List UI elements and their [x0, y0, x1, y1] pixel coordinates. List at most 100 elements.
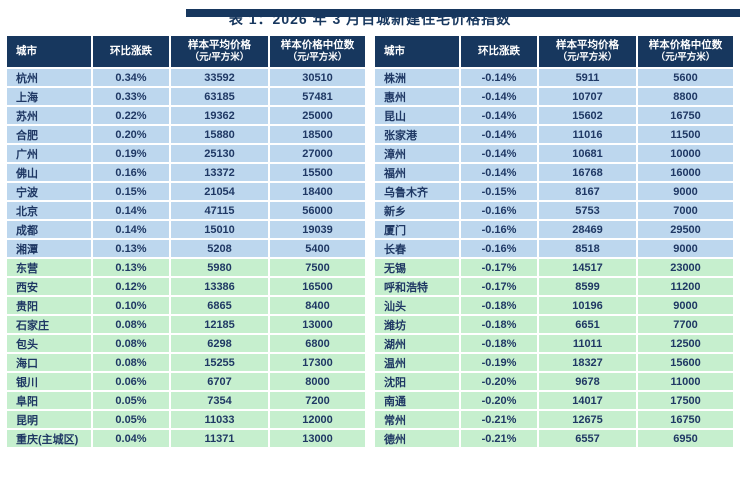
median-cell: 16750 — [636, 105, 735, 126]
avg-cell: 6865 — [169, 295, 270, 316]
change-cell: 0.13% — [91, 238, 171, 259]
median-cell: 10000 — [636, 143, 735, 164]
avg-cell: 7354 — [169, 390, 270, 411]
city-cell: 石家庄 — [5, 314, 93, 335]
change-cell: 0.04% — [91, 428, 171, 449]
avg-cell: 21054 — [169, 181, 270, 202]
column-header-median: 样本价格中位数 （元/平方米） — [268, 34, 367, 69]
median-cell: 9000 — [636, 295, 735, 316]
city-cell: 西安 — [5, 276, 93, 297]
change-cell: -0.20% — [459, 390, 539, 411]
city-cell: 长春 — [373, 238, 461, 259]
city-cell: 贵阳 — [5, 295, 93, 316]
median-cell: 5400 — [268, 238, 367, 259]
table-row: 成都 0.14% 15010 19039 — [5, 219, 367, 240]
change-cell: 0.10% — [91, 295, 171, 316]
city-cell: 德州 — [373, 428, 461, 449]
city-cell: 温州 — [373, 352, 461, 373]
median-cell: 57481 — [268, 86, 367, 107]
table-row: 乌鲁木齐 -0.15% 8167 9000 — [373, 181, 735, 202]
city-cell: 张家港 — [373, 124, 461, 145]
median-cell: 16000 — [636, 162, 735, 183]
table-row: 福州 -0.14% 16768 16000 — [373, 162, 735, 183]
avg-cell: 47115 — [169, 200, 270, 221]
city-cell: 乌鲁木齐 — [373, 181, 461, 202]
avg-cell: 15255 — [169, 352, 270, 373]
city-cell: 银川 — [5, 371, 93, 392]
change-cell: -0.14% — [459, 67, 539, 88]
city-cell: 呼和浩特 — [373, 276, 461, 297]
change-cell: -0.21% — [459, 409, 539, 430]
median-cell: 27000 — [268, 143, 367, 164]
change-cell: 0.12% — [91, 276, 171, 297]
city-cell: 阜阳 — [5, 390, 93, 411]
avg-cell: 12675 — [537, 409, 638, 430]
change-cell: 0.16% — [91, 162, 171, 183]
table-row: 新乡 -0.16% 5753 7000 — [373, 200, 735, 221]
median-cell: 12000 — [268, 409, 367, 430]
median-cell: 17300 — [268, 352, 367, 373]
table-row: 贵阳 0.10% 6865 8400 — [5, 295, 367, 316]
median-cell: 7000 — [636, 200, 735, 221]
avg-cell: 11033 — [169, 409, 270, 430]
city-cell: 株洲 — [373, 67, 461, 88]
table-row: 上海 0.33% 63185 57481 — [5, 86, 367, 107]
column-header-avg: 样本平均价格 （元/平方米） — [537, 34, 638, 69]
median-cell: 8400 — [268, 295, 367, 316]
change-cell: 0.20% — [91, 124, 171, 145]
change-cell: 0.08% — [91, 314, 171, 335]
change-cell: -0.16% — [459, 238, 539, 259]
city-cell: 海口 — [5, 352, 93, 373]
avg-cell: 6557 — [537, 428, 638, 449]
median-cell: 18500 — [268, 124, 367, 145]
change-cell: -0.14% — [459, 143, 539, 164]
change-cell: 0.05% — [91, 409, 171, 430]
median-cell: 15500 — [268, 162, 367, 183]
avg-cell: 25130 — [169, 143, 270, 164]
change-cell: -0.14% — [459, 105, 539, 126]
price-table-left: 城市 环比涨跌 样本平均价格 （元/平方米） 样本价格中位数 （元/平方米） 杭州 0.34%… — [5, 34, 367, 449]
avg-cell: 11371 — [169, 428, 270, 449]
table-row: 苏州 0.22% 19362 25000 — [5, 105, 367, 126]
avg-cell: 8599 — [537, 276, 638, 297]
avg-cell: 5753 — [537, 200, 638, 221]
table-row: 潍坊 -0.18% 6651 7700 — [373, 314, 735, 335]
avg-cell: 12185 — [169, 314, 270, 335]
median-cell: 13000 — [268, 314, 367, 335]
table-row: 昆明 0.05% 11033 12000 — [5, 409, 367, 430]
avg-cell: 5980 — [169, 257, 270, 278]
header-row: 城市 环比涨跌 样本平均价格 （元/平方米） 样本价格中位数 （元/平方米） — [373, 34, 735, 69]
avg-cell: 15010 — [169, 219, 270, 240]
table-row: 温州 -0.19% 18327 15600 — [373, 352, 735, 373]
change-cell: -0.14% — [459, 86, 539, 107]
median-cell: 12500 — [636, 333, 735, 354]
median-cell: 6800 — [268, 333, 367, 354]
table-row: 广州 0.19% 25130 27000 — [5, 143, 367, 164]
median-cell: 7700 — [636, 314, 735, 335]
avg-cell: 18327 — [537, 352, 638, 373]
column-header-city: 城市 — [5, 34, 93, 69]
table-row: 株洲 -0.14% 5911 5600 — [373, 67, 735, 88]
column-header-change: 环比涨跌 — [459, 34, 539, 69]
table-row: 常州 -0.21% 12675 16750 — [373, 409, 735, 430]
median-cell: 8000 — [268, 371, 367, 392]
median-cell: 19039 — [268, 219, 367, 240]
table-row: 沈阳 -0.20% 9678 11000 — [373, 371, 735, 392]
avg-cell: 6707 — [169, 371, 270, 392]
avg-cell: 19362 — [169, 105, 270, 126]
city-cell: 重庆(主城区) — [5, 428, 93, 449]
change-cell: -0.18% — [459, 314, 539, 335]
city-cell: 北京 — [5, 200, 93, 221]
median-cell: 7500 — [268, 257, 367, 278]
city-cell: 新乡 — [373, 200, 461, 221]
city-cell: 湘潭 — [5, 238, 93, 259]
change-cell: 0.05% — [91, 390, 171, 411]
change-cell: 0.13% — [91, 257, 171, 278]
city-cell: 上海 — [5, 86, 93, 107]
median-cell: 6950 — [636, 428, 735, 449]
city-cell: 东营 — [5, 257, 93, 278]
column-header-city: 城市 — [373, 34, 461, 69]
median-cell: 56000 — [268, 200, 367, 221]
table-row: 合肥 0.20% 15880 18500 — [5, 124, 367, 145]
city-cell: 杭州 — [5, 67, 93, 88]
